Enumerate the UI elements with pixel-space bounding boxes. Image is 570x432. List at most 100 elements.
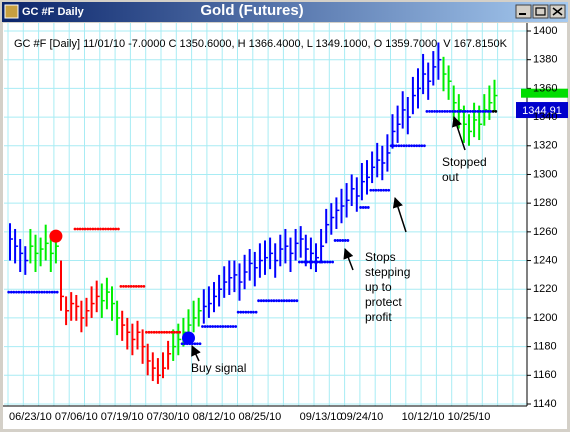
minimize-button[interactable] — [515, 4, 532, 19]
stop-dot — [257, 299, 260, 303]
stop-dot — [433, 109, 436, 113]
stop-dot — [145, 330, 148, 334]
stop-dot — [247, 310, 250, 314]
title-bar — [2, 2, 568, 22]
y-tick-label: 1160 — [533, 369, 557, 381]
stop-dot — [272, 299, 276, 303]
stop-dot — [157, 330, 161, 334]
stop-dot — [45, 290, 49, 294]
y-tick-label: 1300 — [533, 168, 557, 180]
stop-dot — [445, 109, 449, 113]
annotation: protect — [365, 295, 402, 309]
stop-dot — [76, 227, 79, 231]
stop-dot — [94, 227, 97, 231]
y-tick-label: 1380 — [533, 54, 557, 66]
stop-dot — [397, 144, 401, 148]
stop-dot — [430, 109, 434, 113]
x-tick-label: 08/25/10 — [238, 411, 281, 423]
stop-dot — [83, 227, 87, 231]
annotation: out — [442, 170, 459, 184]
stop-dot — [37, 290, 41, 294]
stop-dot — [372, 188, 375, 192]
y-tick-label: 1360 — [533, 82, 557, 94]
stop-dot — [275, 299, 278, 303]
stop-dot — [343, 239, 347, 242]
stop-dot — [402, 144, 406, 148]
stop-dot — [152, 330, 156, 334]
stop-dot — [267, 299, 271, 303]
stop-dot — [229, 325, 233, 328]
stop-dot — [333, 239, 337, 242]
stop-dot — [27, 290, 31, 294]
stop-dot — [331, 260, 334, 264]
y-tick-label: 1260 — [533, 226, 557, 238]
stop-dot — [40, 290, 44, 294]
stop-dot — [481, 109, 485, 113]
stop-dot — [494, 109, 498, 113]
stop-dot — [224, 325, 227, 328]
stop-dot — [234, 325, 238, 328]
stop-dot — [321, 260, 324, 264]
stop-dot — [382, 188, 385, 192]
stop-dot — [114, 227, 118, 231]
stop-label: 1344.91 — [522, 105, 562, 117]
stop-dot — [201, 325, 204, 328]
stop-dot — [336, 239, 340, 242]
stop-dot — [96, 227, 100, 231]
stop-dot — [313, 260, 317, 264]
y-tick-label: 1240 — [533, 254, 557, 266]
stop-dot — [323, 260, 327, 264]
stop-dot — [117, 227, 120, 231]
x-tick-label: 07/19/10 — [101, 411, 144, 423]
y-tick-label: 1340 — [533, 111, 557, 123]
stop-dot — [86, 227, 90, 231]
stop-dot — [147, 330, 151, 334]
stop-dot — [315, 260, 319, 264]
x-tick-label: 10/12/10 — [402, 411, 445, 423]
stop-dot — [244, 310, 248, 314]
stop-dot — [203, 325, 207, 328]
y-tick-label: 1280 — [533, 197, 557, 209]
stop-dot — [394, 144, 398, 148]
stop-dot — [50, 290, 54, 294]
stop-dot — [78, 227, 82, 231]
annotation: Stopped — [442, 155, 487, 169]
stop-dot — [17, 290, 21, 294]
stop-dot — [231, 325, 235, 328]
stop-dot — [300, 260, 304, 264]
stop-dot — [22, 290, 26, 294]
stop-dot — [124, 284, 128, 288]
stop-dot — [193, 342, 197, 346]
stop-dot — [160, 330, 164, 334]
maximize-button[interactable] — [532, 4, 549, 19]
stop-dot — [137, 284, 141, 288]
stop-dot — [259, 299, 263, 303]
chart-area — [3, 23, 567, 429]
stop-dot — [213, 325, 217, 328]
stop-dot — [417, 144, 421, 148]
stop-dot — [461, 109, 464, 113]
stop-dot — [474, 109, 477, 113]
stop-dot — [420, 144, 424, 148]
stop-dot — [178, 330, 182, 334]
stop-dot — [310, 260, 314, 264]
stop-dot — [435, 109, 439, 113]
annotation: up to — [365, 280, 392, 294]
stop-dot — [73, 227, 77, 231]
stop-dot — [407, 144, 411, 148]
stop-dot — [122, 284, 125, 288]
stop-dot — [366, 206, 370, 209]
stop-dot — [491, 109, 495, 113]
stop-dot — [127, 284, 130, 288]
stop-dot — [387, 188, 391, 192]
stop-dot — [428, 109, 431, 113]
stop-dot — [221, 325, 225, 328]
stop-dot — [139, 284, 143, 288]
annotation: Stops — [365, 250, 396, 264]
stop-dot — [12, 290, 16, 294]
stop-dot — [196, 342, 199, 346]
stop-dot — [142, 284, 146, 288]
stop-dot — [32, 290, 36, 294]
stop-dot — [129, 284, 133, 288]
